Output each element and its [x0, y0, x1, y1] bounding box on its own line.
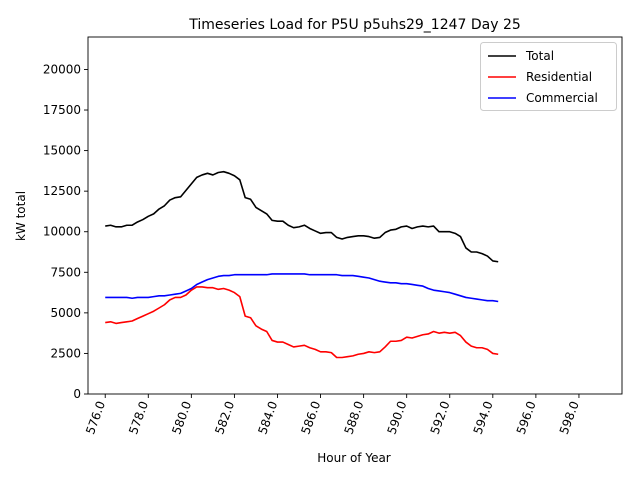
plot-area — [105, 170, 499, 359]
y-tick-label: 10000 — [43, 225, 81, 239]
series-line-total — [105, 170, 499, 263]
x-tick-label: 578.0 — [126, 399, 151, 436]
x-tick-label: 598.0 — [557, 399, 582, 436]
y-tick-label: 17500 — [43, 103, 81, 117]
y-tick-label: 20000 — [43, 62, 81, 76]
x-tick-label: 584.0 — [255, 399, 280, 436]
x-tick-label: 582.0 — [212, 399, 237, 436]
legend-label-total: Total — [525, 49, 554, 63]
x-tick-label: 590.0 — [385, 399, 410, 436]
y-tick-label: 12500 — [43, 184, 81, 198]
y-tick-label: 2500 — [50, 346, 81, 360]
y-tick-label: 5000 — [50, 306, 81, 320]
x-tick-label: 596.0 — [514, 399, 539, 436]
x-tick-label: 592.0 — [428, 399, 453, 436]
x-tick-label: 576.0 — [83, 399, 108, 436]
y-tick-label: 7500 — [50, 265, 81, 279]
legend: Total Residential Commercial — [480, 42, 617, 111]
legend-box — [480, 42, 617, 111]
y-axis-label: kW total — [14, 191, 28, 241]
legend-label-commercial: Commercial — [526, 91, 598, 105]
series-line-residential — [105, 286, 499, 359]
x-tick-label: 580.0 — [169, 399, 194, 436]
x-axis-label: Hour of Year — [317, 451, 391, 465]
chart-title: Timeseries Load for P5U p5uhs29_1247 Day… — [188, 17, 521, 33]
x-tick-label: 586.0 — [298, 399, 323, 436]
x-tick-label: 594.0 — [471, 399, 496, 436]
axes-frame — [87, 36, 623, 395]
legend-label-residential: Residential — [526, 70, 592, 84]
y-tick-label: 15000 — [43, 144, 81, 158]
y-tick-label: 0 — [73, 387, 81, 401]
axes: 0 2500 5000 7500 10000 12500 15000 17500 20000 57… — [43, 36, 623, 436]
series-line-commercial — [105, 273, 499, 303]
x-tick-label: 588.0 — [342, 399, 367, 436]
